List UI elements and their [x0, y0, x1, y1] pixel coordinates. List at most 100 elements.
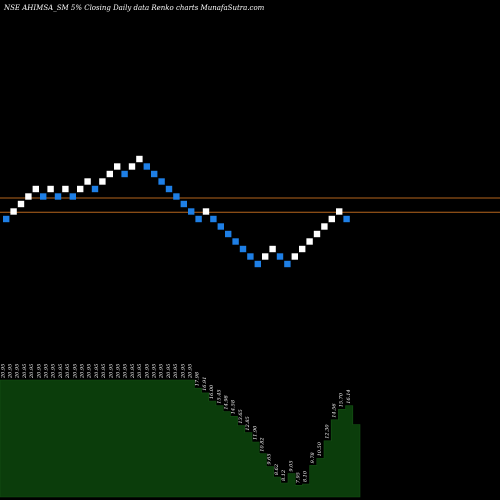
up-brick: [136, 155, 143, 163]
value-label: 14.56: [332, 403, 338, 418]
down-brick: [121, 170, 128, 178]
up-brick: [269, 245, 276, 253]
up-brick: [313, 230, 321, 238]
value-label: 20.95: [8, 364, 14, 379]
up-brick: [77, 185, 84, 193]
value-label: 20.95: [22, 364, 28, 379]
value-label: 20.95: [188, 364, 194, 379]
value-label: 8.10: [303, 470, 309, 482]
down-brick: [188, 208, 195, 215]
up-brick: [128, 163, 136, 170]
down-brick: [143, 163, 150, 170]
down-brick: [40, 193, 47, 200]
down-brick: [180, 200, 187, 208]
down-brick: [254, 260, 261, 268]
up-brick: [99, 178, 106, 185]
down-brick: [173, 193, 180, 200]
value-label: 20.95: [94, 364, 100, 379]
value-label: 8.12: [281, 470, 287, 481]
down-brick: [69, 193, 76, 200]
value-label: 20.95: [36, 364, 42, 379]
renko-bricks: [3, 155, 350, 268]
up-brick: [47, 185, 54, 193]
value-label: 10.50: [317, 441, 323, 456]
value-label: 20.95: [58, 364, 64, 379]
value-area: [0, 379, 361, 498]
up-brick: [336, 208, 343, 215]
value-label: 20.95: [65, 364, 71, 379]
value-label: 10.82: [260, 437, 266, 451]
value-label: 20.95: [72, 364, 78, 379]
value-label: 20.95: [51, 364, 57, 379]
value-label: 12.30: [324, 424, 330, 439]
value-label: 9.65: [267, 453, 273, 464]
value-label: 12.85: [245, 416, 251, 430]
value-label: 20.95: [15, 364, 21, 379]
down-brick: [276, 253, 284, 260]
value-label: 20.95: [108, 364, 114, 379]
value-label: 14.58: [231, 400, 237, 414]
value-label: 20.95: [144, 364, 150, 379]
down-brick: [247, 253, 254, 260]
down-brick: [165, 185, 173, 193]
down-brick: [284, 260, 291, 268]
value-label: 7.95: [296, 472, 302, 483]
down-brick: [217, 223, 224, 230]
value-label: 20.95: [116, 364, 122, 379]
up-brick: [202, 208, 210, 215]
up-brick: [114, 163, 121, 170]
value-label: 20.95: [173, 364, 179, 379]
up-brick: [25, 193, 32, 200]
value-label: 15.70: [339, 392, 345, 407]
up-brick: [321, 223, 328, 230]
up-brick: [328, 215, 335, 223]
value-label: 16.00: [209, 384, 215, 399]
value-label: 16.91: [202, 377, 208, 391]
down-brick: [232, 238, 239, 245]
value-label: 20.95: [44, 364, 50, 379]
up-brick: [306, 238, 313, 245]
value-label: 9.78: [310, 452, 316, 463]
value-label: 20.95: [152, 364, 158, 379]
down-brick: [91, 185, 99, 193]
up-brick: [262, 253, 269, 260]
up-brick: [17, 200, 25, 208]
value-label: 20.95: [137, 364, 143, 379]
down-brick: [225, 230, 232, 238]
down-brick: [151, 170, 158, 178]
value-label: 9.05: [288, 460, 294, 471]
value-label: 20.95: [29, 364, 35, 379]
value-label: 20.95: [87, 364, 93, 379]
down-brick: [210, 215, 217, 223]
value-label: 20.95: [101, 364, 107, 379]
up-brick: [32, 185, 39, 193]
value-label: 15.45: [216, 389, 222, 403]
value-label: 17.98: [195, 372, 201, 386]
value-label: 14.98: [224, 395, 230, 409]
up-brick: [84, 178, 91, 185]
volume-labels: 20.95 20.95 20.95 20.95 20.95 20.95 20.95 20.95…: [0, 364, 352, 484]
down-brick: [54, 193, 62, 200]
chart-title: NSE AHIMSA_SM 5% Closing Daily data Renk…: [3, 4, 265, 12]
value-label: 20.95: [180, 364, 186, 379]
down-brick: [3, 215, 10, 223]
value-label: 11.90: [252, 425, 258, 440]
up-brick: [62, 185, 69, 193]
value-label: 20.95: [159, 364, 165, 379]
down-brick: [195, 215, 202, 223]
value-label: 20.95: [123, 364, 129, 379]
up-brick: [291, 253, 298, 260]
up-brick: [10, 208, 17, 215]
level-lines: [0, 197, 500, 213]
value-label: 13.65: [238, 409, 244, 423]
value-label: 16.14: [346, 389, 352, 403]
down-brick: [343, 215, 350, 223]
value-label: 20.95: [130, 364, 136, 379]
up-brick: [106, 170, 113, 178]
value-label: 8.62: [274, 464, 280, 475]
down-brick: [158, 178, 165, 185]
volume-panel: [0, 379, 361, 498]
value-label: 20.95: [0, 364, 6, 379]
value-label: 20.95: [166, 364, 172, 379]
